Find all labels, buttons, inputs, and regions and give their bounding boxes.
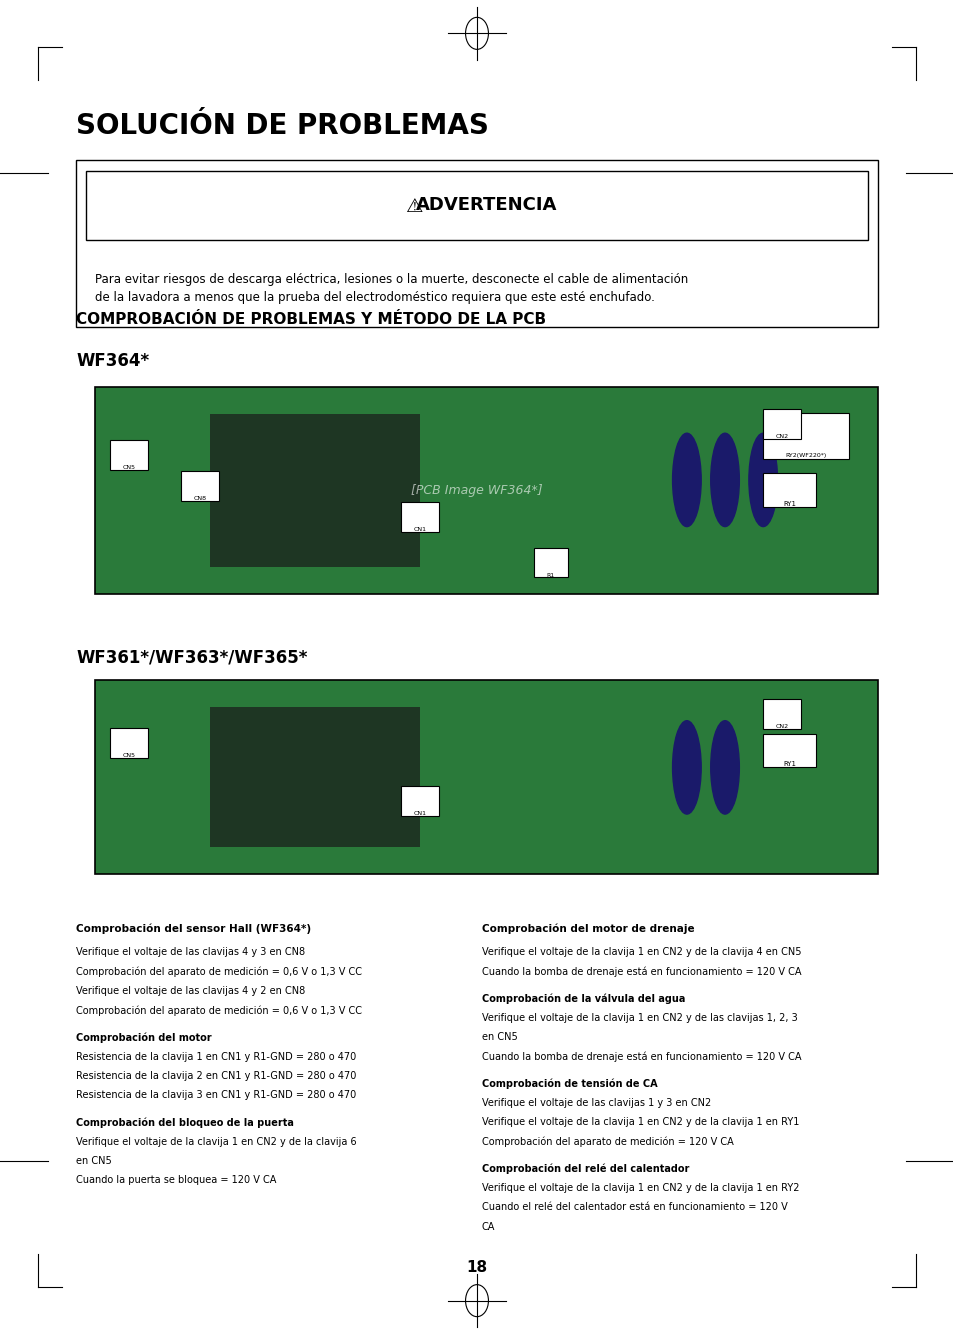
Text: Comprobación del aparato de medición = 0,6 V o 1,3 V CC: Comprobación del aparato de medición = 0… xyxy=(76,966,362,976)
Text: en CN5: en CN5 xyxy=(481,1033,517,1042)
Text: Comprobación del motor: Comprobación del motor xyxy=(76,1033,212,1043)
Text: CN5: CN5 xyxy=(122,466,135,470)
Bar xyxy=(762,410,801,439)
Ellipse shape xyxy=(710,720,739,814)
Text: Cuando el relé del calentador está en funcionamiento = 120 V: Cuando el relé del calentador está en fu… xyxy=(481,1202,786,1213)
Text: CN2: CN2 xyxy=(775,434,788,439)
Ellipse shape xyxy=(710,434,739,527)
Text: Resistencia de la clavija 1 en CN1 y R1-GND = 280 o 470: Resistencia de la clavija 1 en CN1 y R1-… xyxy=(76,1051,356,1062)
Text: [PCB Image WF364*]: [PCB Image WF364*] xyxy=(411,484,542,496)
Text: CN8: CN8 xyxy=(193,496,207,502)
Text: CN1: CN1 xyxy=(413,811,426,816)
Text: Verifique el voltaje de la clavija 1 en CN2 y de la clavija 1 en RY1: Verifique el voltaje de la clavija 1 en … xyxy=(481,1118,799,1127)
Ellipse shape xyxy=(672,720,700,814)
Text: CA: CA xyxy=(481,1222,495,1231)
Text: Verifique el voltaje de las clavijas 4 y 3 en CN8: Verifique el voltaje de las clavijas 4 y… xyxy=(76,947,305,956)
Bar xyxy=(181,471,219,500)
Text: Cuando la bomba de drenaje está en funcionamiento = 120 V CA: Cuando la bomba de drenaje está en funci… xyxy=(481,1051,801,1062)
Text: RY1: RY1 xyxy=(782,762,796,767)
Text: ADVERTENCIA: ADVERTENCIA xyxy=(416,196,557,215)
Bar xyxy=(210,707,419,847)
Text: CN1: CN1 xyxy=(413,527,426,532)
Ellipse shape xyxy=(748,434,777,527)
Text: Cuando la puerta se bloquea = 120 V CA: Cuando la puerta se bloquea = 120 V CA xyxy=(76,1175,276,1186)
Text: WF361*/WF363*/WF365*: WF361*/WF363*/WF365* xyxy=(76,650,308,667)
Text: 18: 18 xyxy=(466,1259,487,1275)
Bar xyxy=(400,787,438,816)
Text: Resistencia de la clavija 2 en CN1 y R1-GND = 280 o 470: Resistencia de la clavija 2 en CN1 y R1-… xyxy=(76,1071,356,1081)
Text: R1: R1 xyxy=(546,572,554,578)
Text: Verifique el voltaje de la clavija 1 en CN2 y de las clavijas 1, 2, 3: Verifique el voltaje de la clavija 1 en … xyxy=(481,1013,797,1023)
Text: Resistencia de la clavija 3 en CN1 y R1-GND = 280 o 470: Resistencia de la clavija 3 en CN1 y R1-… xyxy=(76,1090,356,1101)
FancyBboxPatch shape xyxy=(76,160,877,327)
Text: SOLUCIÓN DE PROBLEMAS: SOLUCIÓN DE PROBLEMAS xyxy=(76,112,489,140)
Text: en CN5: en CN5 xyxy=(76,1157,112,1166)
Bar xyxy=(762,734,815,767)
Text: Verifique el voltaje de la clavija 1 en CN2 y de la clavija 6: Verifique el voltaje de la clavija 1 en … xyxy=(76,1137,356,1147)
Text: COMPROBACIÓN DE PROBLEMAS Y MÉTODO DE LA PCB: COMPROBACIÓN DE PROBLEMAS Y MÉTODO DE LA… xyxy=(76,312,546,327)
Text: Comprobación del aparato de medición = 0,6 V o 1,3 V CC: Comprobación del aparato de medición = 0… xyxy=(76,1006,362,1015)
Bar xyxy=(210,414,419,567)
Text: Comprobación del motor de drenaje: Comprobación del motor de drenaje xyxy=(481,923,694,934)
Text: Verifique el voltaje de la clavija 1 en CN2 y de la clavija 4 en CN5: Verifique el voltaje de la clavija 1 en … xyxy=(481,947,801,956)
Text: Comprobación de tensión de CA: Comprobación de tensión de CA xyxy=(481,1079,657,1089)
Bar xyxy=(95,387,877,594)
Bar xyxy=(400,502,438,531)
Text: Verifique el voltaje de la clavija 1 en CN2 y de la clavija 1 en RY2: Verifique el voltaje de la clavija 1 en … xyxy=(481,1183,799,1193)
Text: RY1: RY1 xyxy=(782,500,796,507)
Bar xyxy=(95,680,877,874)
Text: Verifique el voltaje de las clavijas 4 y 2 en CN8: Verifique el voltaje de las clavijas 4 y… xyxy=(76,986,305,995)
Text: WF364*: WF364* xyxy=(76,352,150,370)
Text: Para evitar riesgos de descarga eléctrica, lesiones o la muerte, desconecte el c: Para evitar riesgos de descarga eléctric… xyxy=(95,273,688,304)
Text: Comprobación del bloqueo de la puerta: Comprobación del bloqueo de la puerta xyxy=(76,1118,294,1127)
Text: Comprobación del relé del calentador: Comprobación del relé del calentador xyxy=(481,1163,688,1174)
Text: CN5: CN5 xyxy=(122,754,135,758)
Text: Comprobación del aparato de medición = 120 V CA: Comprobación del aparato de medición = 1… xyxy=(481,1137,733,1147)
Text: CN2: CN2 xyxy=(775,724,788,730)
Bar xyxy=(534,548,567,578)
Text: Cuando la bomba de drenaje está en funcionamiento = 120 V CA: Cuando la bomba de drenaje está en funci… xyxy=(481,966,801,976)
Text: Comprobación del sensor Hall (WF364*): Comprobación del sensor Hall (WF364*) xyxy=(76,923,311,934)
Text: Verifique el voltaje de las clavijas 1 y 3 en CN2: Verifique el voltaje de las clavijas 1 y… xyxy=(481,1098,710,1109)
Text: ⚠: ⚠ xyxy=(406,197,423,216)
Text: RY2(WF220*): RY2(WF220*) xyxy=(784,452,826,458)
Bar xyxy=(110,728,148,758)
Text: Comprobación de la válvula del agua: Comprobación de la válvula del agua xyxy=(481,994,684,1005)
Bar xyxy=(762,412,848,459)
Bar xyxy=(110,440,148,470)
Bar xyxy=(762,699,801,728)
Bar xyxy=(762,474,815,507)
Ellipse shape xyxy=(672,434,700,527)
FancyBboxPatch shape xyxy=(86,171,867,240)
